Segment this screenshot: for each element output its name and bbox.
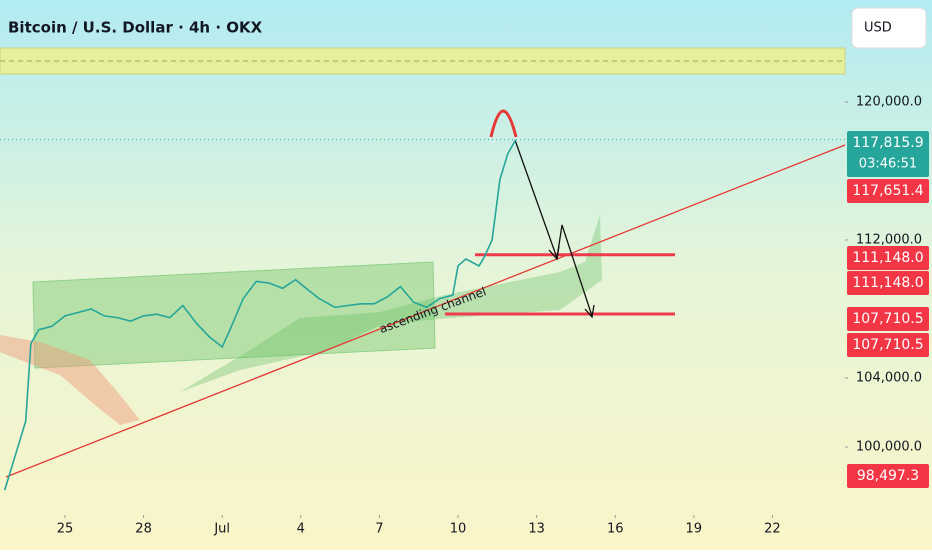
x-tick-label: 19 [686,522,703,537]
chart-title: Bitcoin / U.S. Dollar · 4h · OKX [8,19,263,37]
y-tick-label: 104,000.0 [856,371,922,386]
x-tick-label: 7 [375,522,383,537]
x-tick-label: 16 [607,522,624,537]
x-tick-label: 13 [528,522,545,537]
price-label: 117,815.9 [852,135,923,151]
price-label-box [847,131,929,177]
cloud [180,215,602,392]
price-label-box [847,246,929,270]
channel [32,261,436,369]
price-label-box [847,271,929,295]
x-tick-label: Jul [213,522,230,537]
price-label: 111,148.0 [852,275,923,291]
x-tick-label: 22 [764,522,781,537]
y-tick-label: 120,000.0 [856,94,922,109]
currency: USD [864,21,892,36]
projection-arrow [514,139,593,317]
price-label-box [847,179,929,203]
price-label: 107,710.5 [852,311,923,327]
x-tick-label: 10 [450,522,467,537]
price-label-box [847,464,929,488]
currency-button[interactable] [851,7,927,49]
price-label: 111,148.0 [852,250,923,266]
trend-line [5,144,846,478]
price-label-box [847,307,929,331]
price-label-box [847,333,929,357]
y-tick-label: 100,000.0 [856,440,922,455]
price-label: 107,710.5 [852,337,923,353]
price-label: 117,651.4 [852,183,923,199]
x-tick-label: 28 [135,522,152,537]
x-tick-label: 25 [57,522,74,537]
top-arc [489,109,518,138]
x-tick-label: 4 [297,522,305,537]
countdown: 03:46:51 [859,157,917,172]
price-label: 98,497.3 [857,468,919,484]
y-tick-label: 112,000.0 [856,232,922,247]
cloud-red [0,335,140,425]
arrow-head [548,245,595,319]
price-line [3,139,517,491]
